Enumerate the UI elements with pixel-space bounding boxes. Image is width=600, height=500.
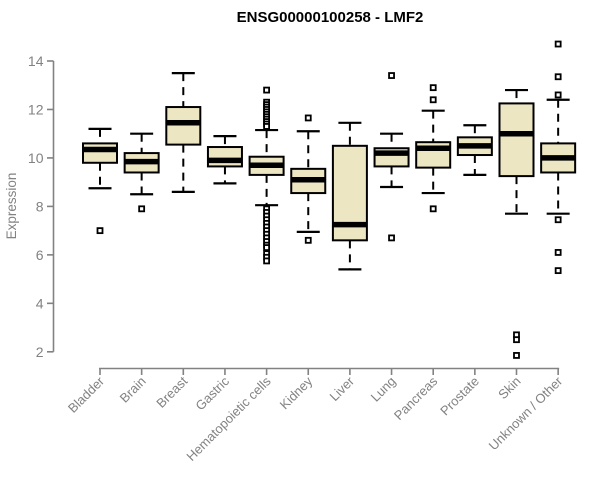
outlier-point [429,96,437,104]
x-tick-label: Brain [117,374,149,406]
x-tick-label: Breast [153,373,190,410]
y-tick-label: 12 [28,101,44,117]
iqr-box [498,102,535,178]
outlier-point [513,352,520,359]
boxplot-bladder [82,127,118,235]
outlier-point [304,114,312,122]
outlier-point [554,91,562,99]
iqr-box [82,142,118,164]
outlier-point [388,72,395,79]
x-tick-label: Skin [495,374,523,402]
x-tick-label: Liver [326,373,357,404]
outlier-point [304,236,312,244]
boxplot-liver [331,121,368,271]
iqr-box [165,106,202,146]
y-tick-label: 8 [36,198,44,214]
boxplot-series [82,40,577,359]
outlier-point [388,234,395,242]
boxplot-hematopoietic-cells [248,86,285,265]
iqr-box [206,146,243,168]
x-tick-label: Kidney [277,373,316,412]
outlier-point [263,123,271,130]
boxplot-unknown-other [540,40,577,275]
boxplot-lung [373,72,410,242]
x-tick-label: Gastric [192,373,232,413]
outlier-point [429,84,437,92]
boxplot-skin [498,88,535,359]
x-tick-label: Unknown / Other [486,373,566,453]
boxplot-brain [123,132,160,213]
outlier-point [263,244,271,251]
y-tick-label: 6 [36,247,44,263]
outlier-point [138,205,146,213]
x-tick-label: Prostate [437,374,482,419]
y-tick-label: 14 [28,53,44,69]
outlier-point [96,227,104,235]
y-tick-label: 4 [36,295,44,311]
boxplot-prostate [456,124,493,176]
outlier-point [513,336,520,344]
x-tick-label: Pancreas [391,373,441,423]
outlier-point [554,249,562,256]
y-axis-label: Expression [4,173,19,240]
boxplot-gastric [206,135,243,185]
outlier-point [554,216,562,224]
y-tick-label: 10 [28,150,44,166]
boxplot-kidney [290,114,327,244]
outlier-point [554,73,562,81]
outlier-point [554,267,562,275]
outlier-point [263,86,271,94]
chart-title: ENSG00000100258 - LMF2 [237,9,424,26]
boxplot-breast [165,72,202,193]
outlier-point [429,205,437,213]
x-tick-label: Lung [368,374,399,405]
outlier-point [554,40,562,48]
outlier-point [263,257,271,265]
x-tick-label: Bladder [65,373,108,416]
boxplot-pancreas [415,84,452,213]
y-tick-label: 2 [36,344,44,360]
